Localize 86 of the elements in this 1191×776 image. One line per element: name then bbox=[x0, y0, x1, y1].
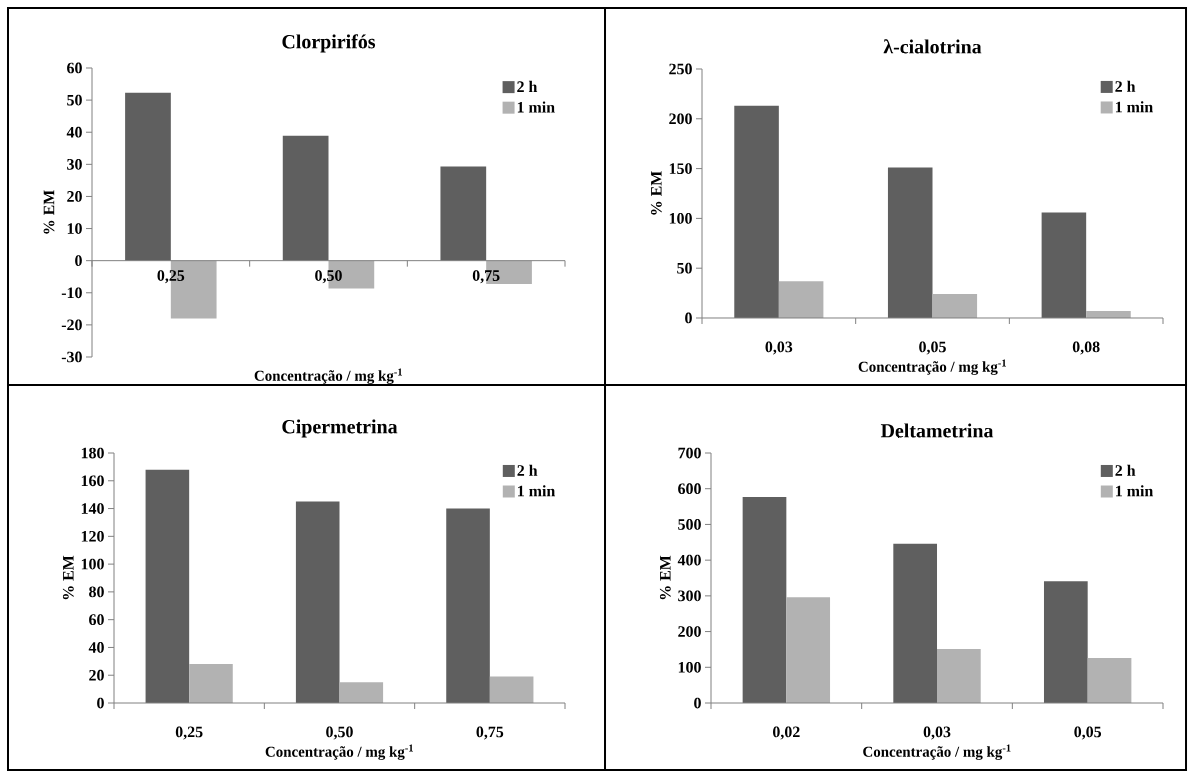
legend-label: 1 min bbox=[518, 485, 556, 497]
y-tick-label: 50 bbox=[67, 94, 82, 106]
legend-label: 1 min bbox=[1115, 101, 1153, 113]
y-tick-label: 250 bbox=[669, 63, 692, 75]
x-tick-label: 0,75 bbox=[472, 270, 500, 284]
x-tick-label: 0,25 bbox=[157, 270, 185, 284]
y-axis-title: % EM bbox=[62, 555, 74, 600]
x-axis-title: Concentração / mg kg$^{-1}$ bbox=[863, 744, 1011, 760]
y-tick-label: 180 bbox=[81, 447, 104, 459]
x-axis-title: Concentração / mg kg$^{-1}$ bbox=[858, 359, 1007, 375]
bar bbox=[1087, 658, 1132, 703]
bar bbox=[125, 92, 171, 261]
y-axis-title: % EM bbox=[659, 555, 671, 600]
y-tick-label: 400 bbox=[677, 554, 701, 566]
chart-title: Clorpirifós bbox=[282, 34, 376, 53]
y-tick-label: 30 bbox=[67, 158, 82, 170]
y-tick-label: 0 bbox=[97, 697, 104, 709]
bar bbox=[937, 649, 981, 703]
x-tick-label: 0,03 bbox=[765, 341, 793, 355]
y-tick-label: 150 bbox=[669, 163, 692, 174]
legend-label: 2 h bbox=[517, 464, 538, 476]
bar bbox=[778, 281, 824, 318]
x-tick-label: 0,05 bbox=[919, 341, 946, 355]
y-tick-label: 100 bbox=[81, 558, 104, 570]
chart-title: Deltametrina bbox=[880, 423, 994, 438]
bar bbox=[440, 166, 487, 261]
bar bbox=[446, 508, 490, 703]
bar bbox=[145, 469, 190, 703]
bar bbox=[1043, 581, 1088, 703]
y-tick-label: 20 bbox=[67, 191, 82, 202]
legend-label: 2 h bbox=[1115, 80, 1136, 92]
bar bbox=[1041, 212, 1087, 318]
y-tick-label: 60 bbox=[67, 62, 82, 74]
chart-title: λ-cialotrina bbox=[883, 39, 982, 54]
y-tick-label: 160 bbox=[81, 475, 104, 487]
bar bbox=[734, 105, 779, 318]
y-tick-label: 600 bbox=[678, 483, 701, 495]
y-tick-label: -20 bbox=[61, 319, 82, 331]
y-tick-label: 10 bbox=[67, 223, 82, 234]
x-tick-label: 0,75 bbox=[476, 726, 504, 740]
y-tick-label: 0 bbox=[75, 255, 82, 267]
y-tick-label: 40 bbox=[66, 126, 82, 138]
bar bbox=[893, 543, 938, 703]
y-tick-label: -30 bbox=[61, 351, 82, 363]
y-tick-label: 700 bbox=[678, 447, 701, 459]
bar bbox=[887, 167, 933, 318]
y-tick-label: 40 bbox=[88, 642, 104, 653]
x-tick-label: 0,50 bbox=[326, 726, 353, 740]
bar bbox=[339, 682, 384, 703]
bar bbox=[295, 501, 340, 703]
x-axis-title: Concentração / mg kg$^{-1}$ bbox=[265, 744, 413, 760]
legend-label: 2 h bbox=[517, 80, 538, 92]
x-tick-label: 0,05 bbox=[1074, 726, 1102, 740]
y-tick-label: 80 bbox=[89, 586, 104, 598]
bar bbox=[786, 597, 831, 703]
y-tick-label: 120 bbox=[81, 530, 104, 542]
y-tick-label: 0 bbox=[685, 312, 692, 324]
x-tick-label: 0,50 bbox=[315, 270, 342, 284]
y-tick-label: 200 bbox=[669, 113, 692, 125]
y-tick-label: 300 bbox=[678, 590, 701, 602]
legend-label: 1 min bbox=[517, 101, 555, 113]
x-tick-label: 0,03 bbox=[923, 726, 951, 740]
y-tick-label: 140 bbox=[81, 503, 104, 514]
y-tick-label: 100 bbox=[669, 213, 692, 224]
chart-title: Cipermetrina bbox=[282, 419, 398, 438]
y-axis-title: % EM bbox=[43, 190, 55, 234]
bar bbox=[742, 496, 787, 703]
bar bbox=[932, 294, 978, 318]
legend-label: 1 min bbox=[1116, 485, 1154, 497]
y-tick-label: -10 bbox=[61, 287, 82, 299]
y-tick-label: 200 bbox=[678, 626, 701, 637]
bar bbox=[489, 676, 534, 703]
y-tick-label: 500 bbox=[678, 519, 701, 530]
x-tick-label: 0,25 bbox=[175, 726, 203, 740]
y-axis-title: % EM bbox=[650, 171, 662, 215]
x-axis-title: Concentração / mg kg$^{-1}$ bbox=[254, 368, 402, 384]
y-tick-label: 0 bbox=[694, 697, 701, 709]
bar bbox=[189, 664, 233, 703]
legend-label: 2 h bbox=[1115, 464, 1136, 476]
y-tick-label: 50 bbox=[677, 262, 692, 274]
y-tick-label: 20 bbox=[89, 669, 104, 681]
bar bbox=[282, 135, 329, 261]
y-tick-label: 60 bbox=[89, 614, 104, 626]
x-tick-label: 0,02 bbox=[773, 726, 800, 740]
y-tick-label: 100 bbox=[678, 661, 701, 673]
x-tick-label: 0,08 bbox=[1072, 341, 1100, 355]
